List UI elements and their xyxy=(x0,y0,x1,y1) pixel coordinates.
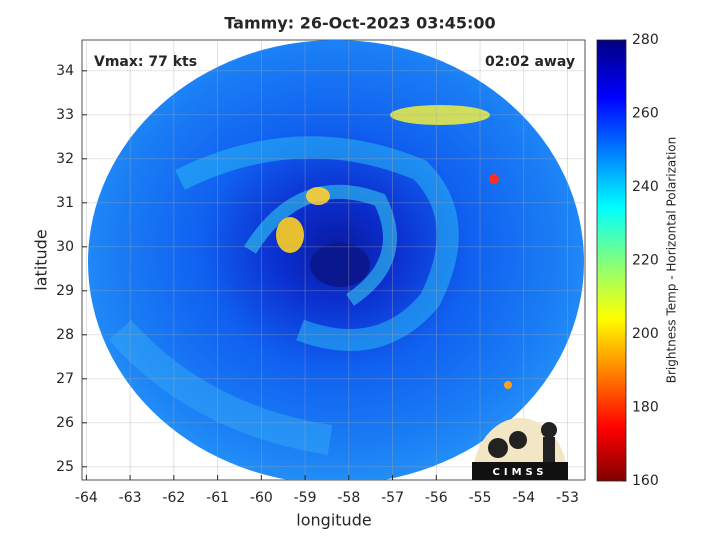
colorbar xyxy=(596,39,627,482)
chart-title: Tammy: 26-Oct-2023 03:45:00 xyxy=(224,14,495,33)
colorbar-tick-label: 240 xyxy=(632,179,659,195)
x-tick-label: -61 xyxy=(206,490,229,506)
x-tick-label: -54 xyxy=(512,490,535,506)
logo-text: CIMSS xyxy=(493,467,548,478)
colorbar-tick-label: 280 xyxy=(632,32,659,48)
satellite-image xyxy=(88,40,584,480)
y-tick-label: 29 xyxy=(56,283,74,299)
y-tick-label: 31 xyxy=(56,195,74,211)
x-axis-label: longitude xyxy=(296,511,371,530)
x-tick-label: -57 xyxy=(381,490,404,506)
colorbar-tick-label: 220 xyxy=(632,253,659,269)
annotation: 02:02 away xyxy=(485,54,575,70)
y-tick-label: 32 xyxy=(56,151,74,167)
colorbar-tick-label: 160 xyxy=(632,473,659,489)
x-tick-label: -60 xyxy=(250,490,273,506)
y-tick-label: 28 xyxy=(56,327,74,343)
y-tick-label: 25 xyxy=(56,459,74,475)
colorbar-tick-label: 260 xyxy=(632,106,659,122)
y-axis-label: latitude xyxy=(32,229,51,290)
y-tick-label: 27 xyxy=(56,371,74,387)
y-tick-label: 30 xyxy=(56,239,74,255)
y-tick-label: 26 xyxy=(56,415,74,431)
colorbar-tick-label: 180 xyxy=(632,400,659,416)
x-tick-label: -56 xyxy=(425,490,448,506)
x-tick-label: -64 xyxy=(75,490,98,506)
x-tick-label: -59 xyxy=(294,490,317,506)
x-tick-label: -55 xyxy=(469,490,492,506)
annotation: Vmax: 77 kts xyxy=(94,54,197,70)
y-tick-label: 33 xyxy=(56,107,74,123)
colorbar-label: Brightness Temp - Horizontal Polarizatio… xyxy=(665,137,679,384)
x-tick-label: -53 xyxy=(556,490,579,506)
logo: CIMSS xyxy=(472,418,568,480)
x-tick-label: -62 xyxy=(162,490,185,506)
colorbar-tick-label: 200 xyxy=(632,326,659,342)
x-tick-label: -58 xyxy=(337,490,360,506)
y-tick-label: 34 xyxy=(56,63,74,79)
x-tick-label: -63 xyxy=(119,490,142,506)
